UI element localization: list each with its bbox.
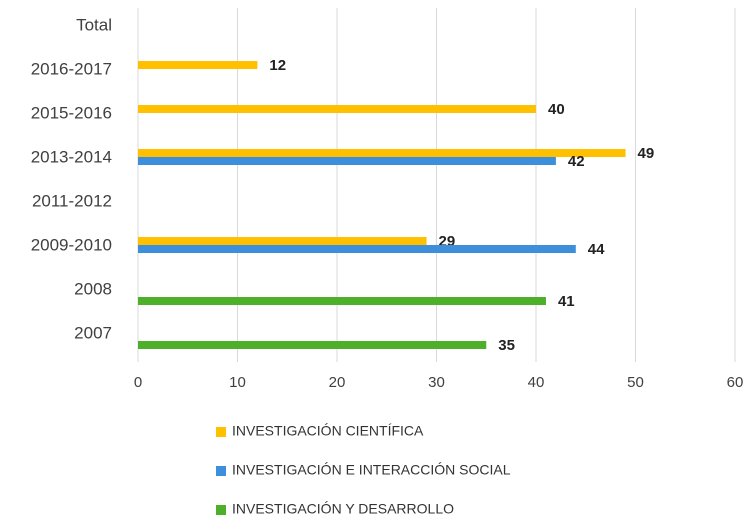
legend-swatch	[216, 505, 226, 515]
x-tick-label: 40	[528, 374, 545, 391]
value-label: 42	[568, 153, 585, 170]
y-tick-label: 2015-2016	[31, 103, 112, 122]
bar	[138, 149, 626, 157]
value-label: 41	[558, 293, 575, 310]
legend-label: INVESTIGACIÓN Y DESARROLLO	[232, 501, 454, 517]
legend-swatch	[216, 427, 226, 437]
value-label: 49	[638, 145, 655, 162]
value-label: 40	[548, 101, 565, 118]
value-label: 35	[498, 337, 515, 354]
bar	[138, 245, 576, 253]
x-tick-label: 0	[134, 374, 142, 391]
value-label: 44	[588, 241, 605, 258]
bar	[138, 237, 427, 245]
x-tick-label: 60	[727, 374, 744, 391]
y-tick-label: 2011-2012	[32, 191, 112, 210]
y-tick-label: Total	[76, 15, 112, 34]
x-tick-label: 30	[428, 374, 445, 391]
legend-label: INVESTIGACIÓN E INTERACCIÓN SOCIAL	[232, 462, 511, 478]
y-tick-label: 2013-2014	[31, 147, 112, 166]
bar	[138, 297, 546, 305]
bar	[138, 105, 536, 113]
bar	[138, 341, 487, 349]
value-label: 12	[269, 57, 286, 74]
y-tick-label: 2007	[74, 323, 112, 342]
legend-swatch	[216, 466, 226, 476]
y-tick-label: 2016-2017	[31, 59, 112, 78]
y-tick-label: 2009-2010	[31, 235, 112, 254]
bar	[138, 61, 258, 69]
x-tick-label: 20	[329, 374, 346, 391]
x-tick-label: 50	[627, 374, 644, 391]
legend-label: INVESTIGACIÓN CIENTÍFICA	[232, 423, 424, 439]
bar	[138, 157, 556, 165]
x-tick-label: 10	[229, 374, 246, 391]
y-tick-label: 2008	[74, 279, 112, 298]
